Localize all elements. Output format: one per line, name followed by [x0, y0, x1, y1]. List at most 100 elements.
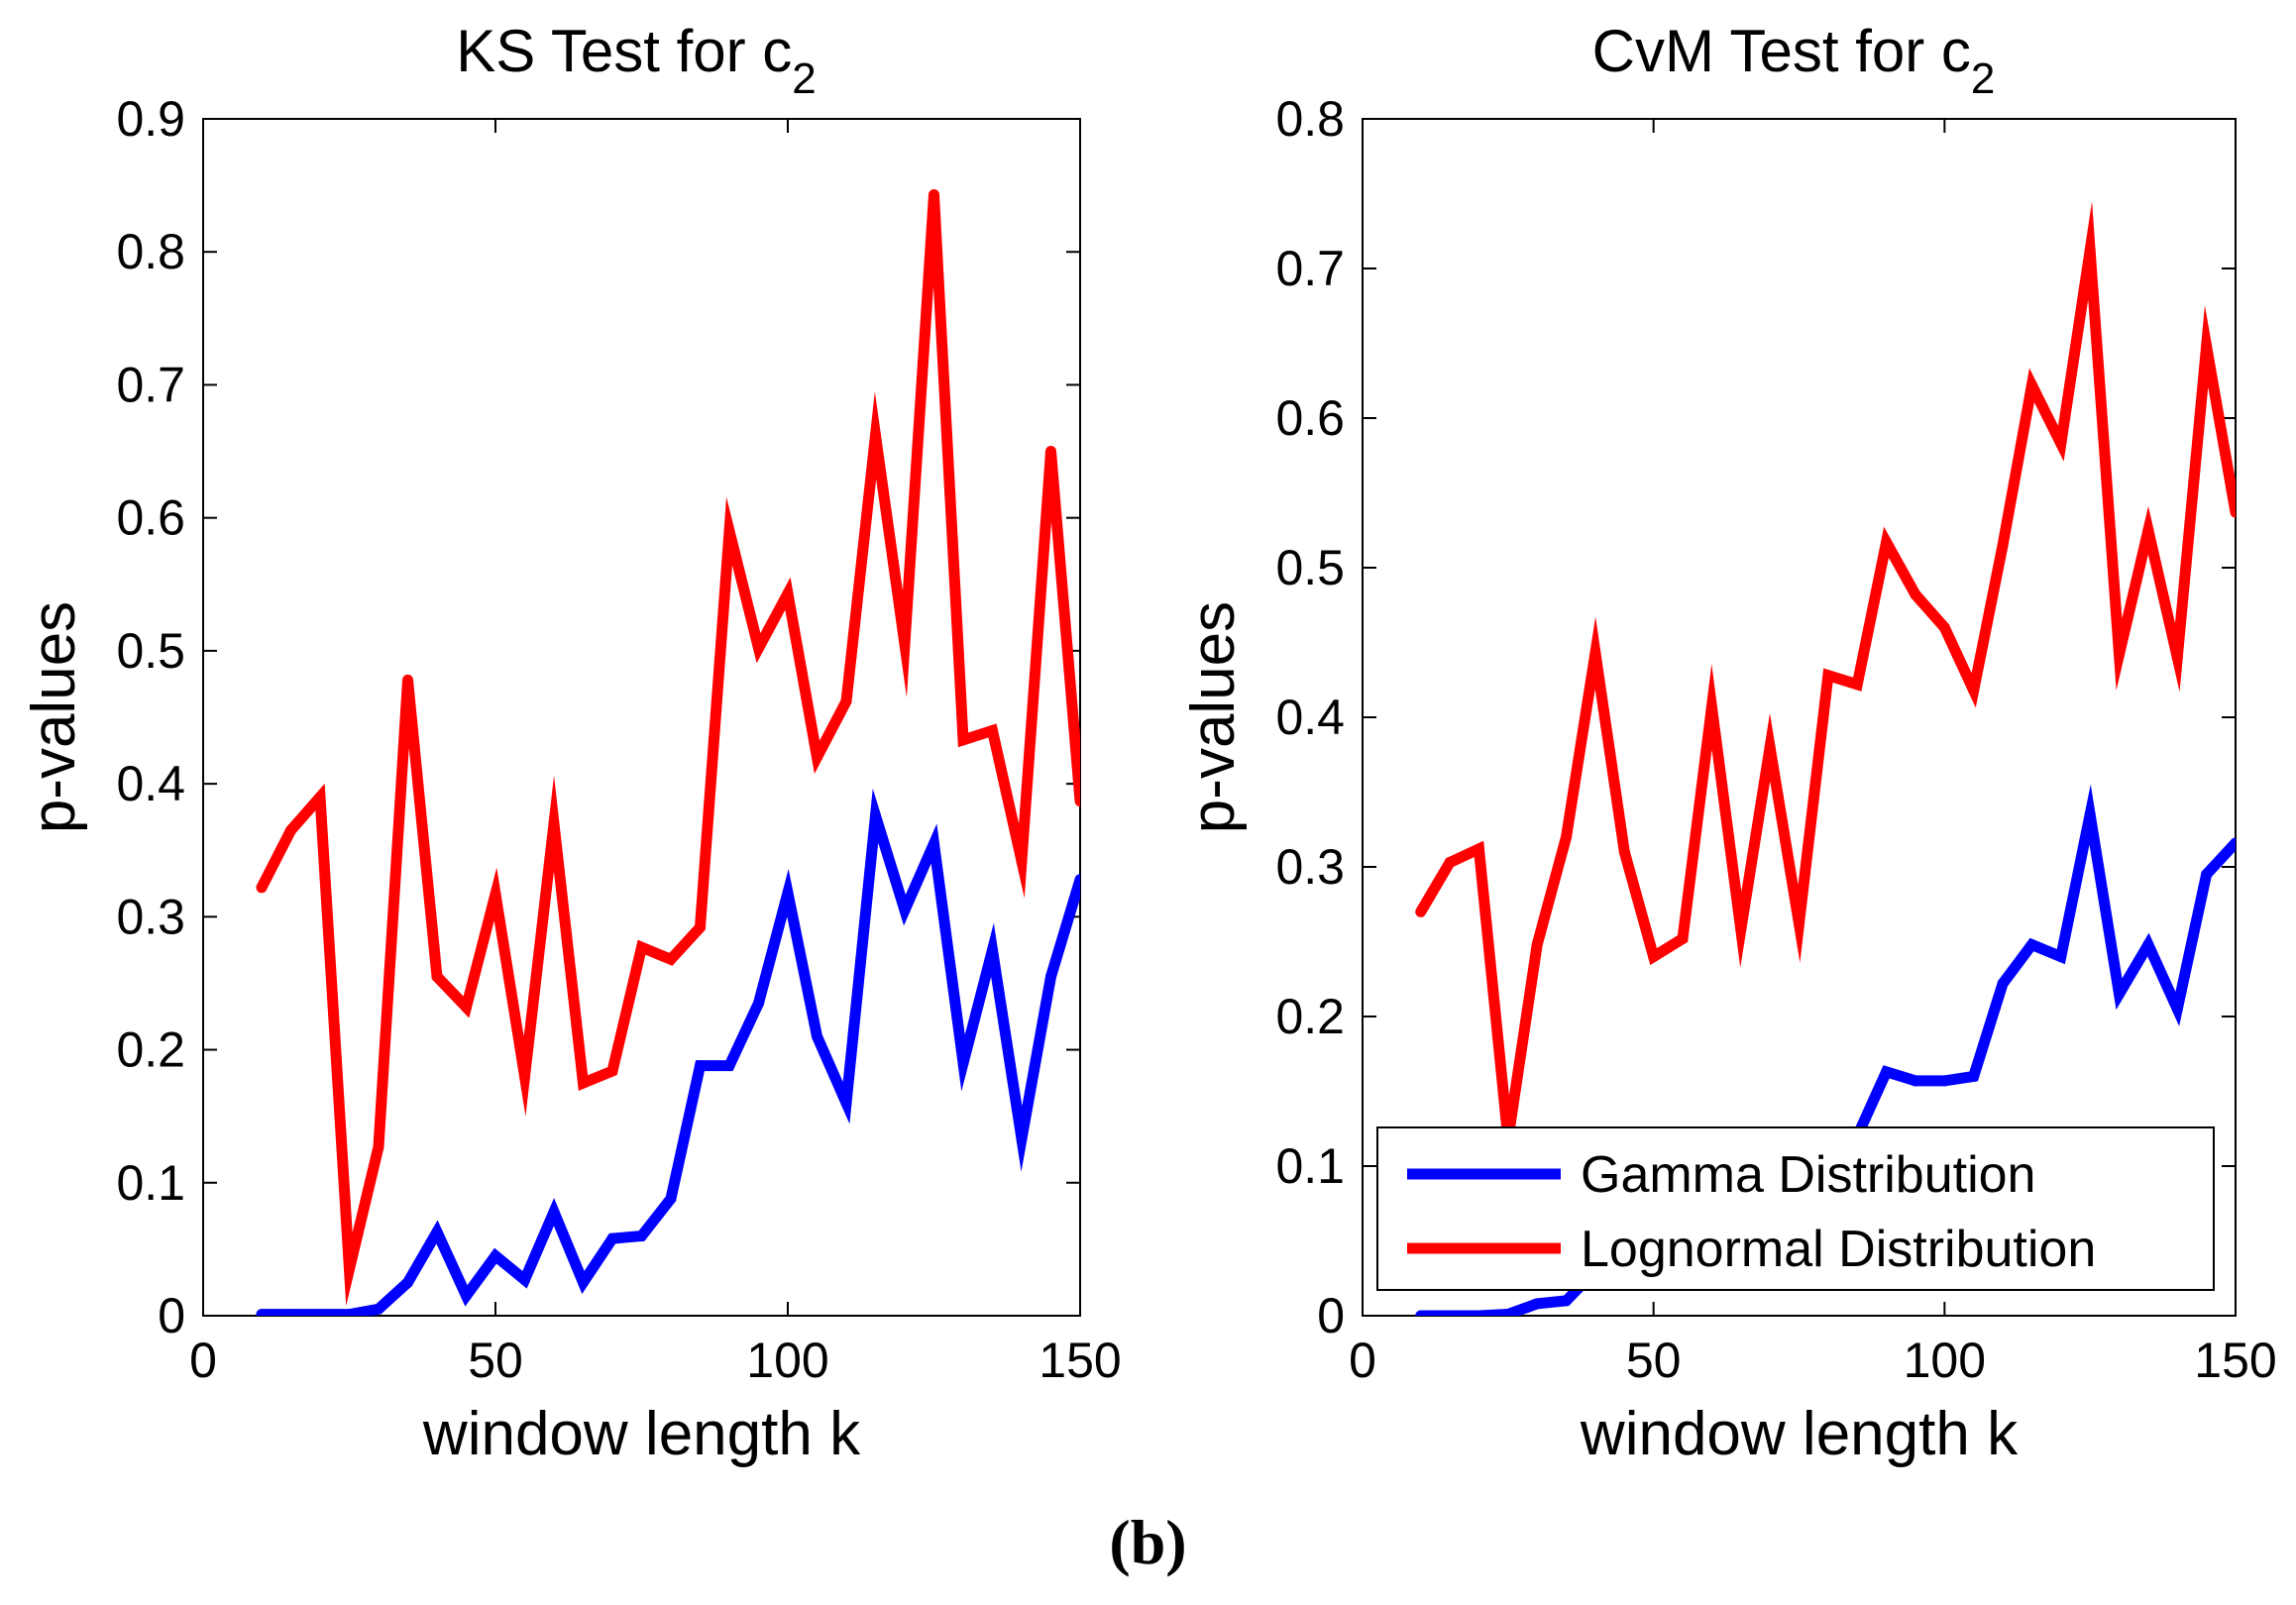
data-point-lognormal: [695, 921, 706, 933]
x-tick-label: 0: [189, 1333, 217, 1388]
data-point-gamma: [1531, 1298, 1543, 1310]
data-point-lognormal: [1822, 670, 1834, 682]
data-point-lognormal: [1735, 923, 1747, 935]
data-point-lognormal: [1881, 536, 1893, 548]
chart-title-subscript: 2: [1971, 54, 1995, 103]
data-point-lognormal: [1938, 621, 1950, 633]
data-point-lognormal: [578, 1077, 589, 1089]
plot-area: [202, 118, 1081, 1317]
data-point-gamma: [723, 1060, 735, 1072]
data-point-lognormal: [2171, 652, 2183, 664]
x-tick-label: 150: [2194, 1333, 2276, 1388]
y-tick-label: 0.5: [116, 623, 185, 679]
data-point-lognormal: [548, 817, 560, 829]
x-axis-label: window length k: [1580, 1400, 2019, 1468]
y-tick-label: 0.5: [1275, 540, 1345, 595]
legend-box: [1376, 1126, 2215, 1291]
data-point-gamma: [314, 1309, 326, 1316]
data-point-gamma: [578, 1276, 589, 1288]
chart-title-main: CvM Test for c: [1592, 18, 1971, 84]
data-point-lognormal: [665, 953, 677, 965]
data-point-lognormal: [987, 724, 998, 736]
data-point-lognormal: [1968, 685, 1980, 696]
data-point-gamma: [519, 1274, 530, 1286]
data-point-gamma: [1074, 874, 1080, 886]
data-point-lognormal: [1473, 843, 1484, 855]
data-point-lognormal: [753, 642, 764, 654]
data-point-gamma: [782, 887, 794, 899]
data-point-lognormal: [957, 734, 969, 746]
data-point-lognormal: [1074, 796, 1080, 807]
data-point-lognormal: [490, 889, 501, 901]
data-point-gamma: [490, 1250, 501, 1262]
legend-label-lognormal: Lognormal Distribution: [1581, 1221, 2096, 1278]
data-point-lognormal: [1997, 539, 2009, 551]
data-point-lognormal: [1016, 855, 1028, 867]
chart-title: CvM Test for c2: [1592, 18, 1996, 103]
data-point-gamma: [812, 1030, 822, 1042]
data-point-gamma: [1997, 978, 2009, 990]
data-point-lognormal: [314, 792, 326, 803]
data-point-lognormal: [1415, 906, 1427, 917]
ks-test-panel: 0 50 100 150 0 0.1 0.2 0.3 0.4 0.5 0.6 0.7 0.8 0.9 KS …: [20, 18, 1122, 1468]
y-tick-label: 0.8: [116, 224, 185, 279]
data-point-lognormal: [519, 1070, 530, 1082]
y-axis-label: p-values: [20, 601, 88, 833]
data-point-lognormal: [636, 941, 647, 953]
x-axis-label: window length k: [422, 1400, 861, 1468]
data-point-gamma: [753, 998, 764, 1010]
data-point-gamma: [548, 1206, 560, 1218]
y-tick-label: 0.6: [116, 490, 185, 546]
legend: Gamma Distribution Lognormal Distribution: [1376, 1126, 2215, 1291]
data-point-gamma: [373, 1303, 384, 1315]
data-point-lognormal: [344, 1263, 355, 1275]
y-tick-label: 0: [158, 1288, 185, 1343]
data-point-gamma: [840, 1097, 852, 1109]
data-point-lognormal: [1705, 700, 1717, 712]
x-tick-label: 150: [1039, 1333, 1121, 1388]
data-point-gamma: [987, 944, 998, 956]
data-point-gamma: [1561, 1295, 1573, 1307]
data-point-gamma: [2142, 939, 2154, 951]
y-tick-label: 0.7: [116, 357, 185, 412]
data-point-gamma: [1881, 1066, 1893, 1078]
x-tick-label: 100: [1904, 1333, 1986, 1388]
data-point-gamma: [1415, 1310, 1427, 1316]
data-point-lognormal: [1851, 679, 1863, 691]
data-point-gamma: [256, 1309, 268, 1316]
data-point-lognormal: [1589, 647, 1601, 659]
chart-title: KS Test for c2: [456, 18, 817, 103]
y-tick-label: 0.2: [116, 1022, 185, 1078]
data-point-lognormal: [1618, 846, 1630, 858]
data-point-gamma: [1502, 1308, 1514, 1316]
data-point-lognormal: [1677, 932, 1689, 944]
data-point-gamma: [1444, 1310, 1456, 1316]
data-point-lognormal: [1444, 856, 1456, 868]
data-point-lognormal: [431, 971, 443, 983]
data-point-lognormal: [256, 882, 268, 894]
y-tick-label: 0.4: [116, 756, 185, 811]
data-point-lognormal: [723, 525, 735, 537]
y-tick-label: 0.1: [116, 1155, 185, 1211]
data-point-gamma: [2025, 939, 2037, 951]
chart-title-main: KS Test for c: [456, 18, 792, 84]
cvm-test-panel: 0 50 100 150 0 0.1 0.2 0.3 0.4 0.5 0.6 0.7 0.8 CvM Te…: [1179, 18, 2277, 1468]
data-point-lognormal: [2114, 649, 2126, 661]
data-point-lognormal: [1648, 951, 1660, 963]
data-point-lognormal: [2142, 524, 2154, 536]
data-point-gamma: [344, 1309, 355, 1316]
data-point-gamma: [1938, 1075, 1950, 1087]
data-point-gamma: [2201, 869, 2213, 881]
data-point-gamma: [1045, 971, 1056, 983]
data-point-lognormal: [2230, 506, 2236, 518]
data-point-gamma: [695, 1060, 706, 1072]
data-point-lognormal: [461, 1002, 472, 1014]
data-point-gamma: [285, 1309, 296, 1316]
data-point-gamma: [899, 905, 911, 916]
y-tick-label: 0.9: [116, 91, 185, 147]
data-point-lognormal: [402, 674, 413, 686]
data-point-gamma: [461, 1290, 472, 1302]
data-point-lognormal: [1764, 741, 1776, 753]
y-tick-label: 0.1: [1275, 1138, 1345, 1194]
